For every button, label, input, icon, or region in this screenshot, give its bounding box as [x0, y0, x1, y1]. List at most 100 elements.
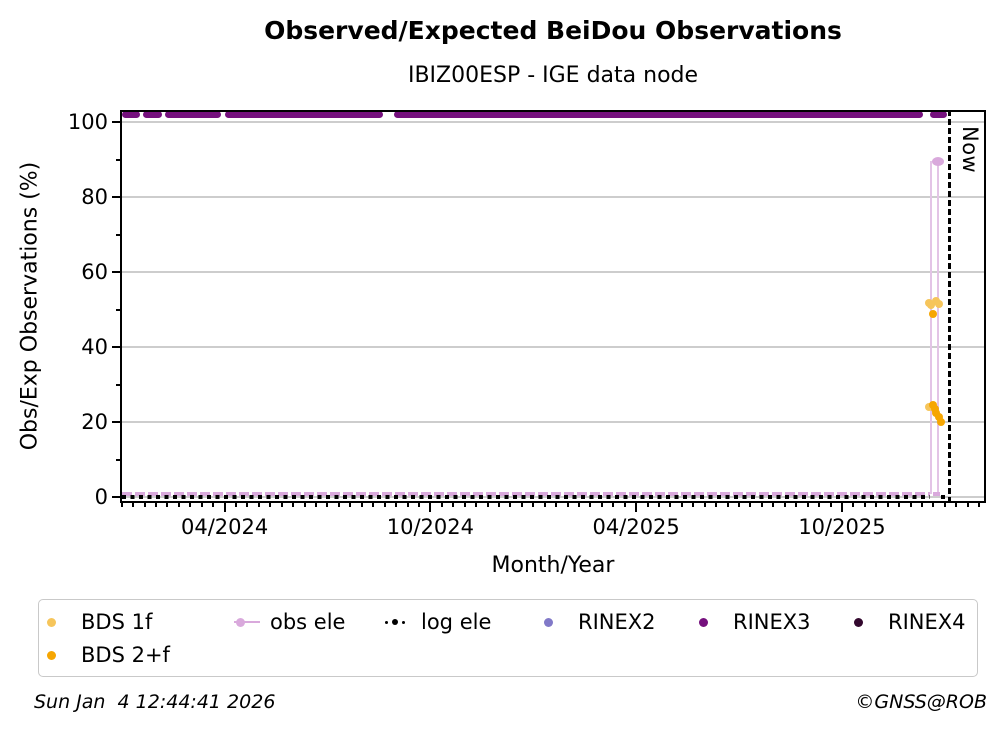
- legend-label: log ele: [421, 610, 492, 634]
- x-minor-tick: [235, 503, 238, 507]
- x-minor-tick: [269, 503, 272, 507]
- y-major-tick: [112, 121, 120, 123]
- y-major-tick: [112, 496, 120, 498]
- legend-item-rinex4: RINEX4: [852, 610, 977, 634]
- x-minor-tick: [738, 503, 741, 507]
- x-minor-tick: [360, 503, 363, 507]
- x-minor-tick: [326, 503, 329, 507]
- x-minor-tick: [829, 503, 832, 507]
- x-minor-tick: [875, 503, 878, 507]
- legend-item-rinex3: RINEX3: [697, 610, 852, 634]
- x-minor-tick: [452, 503, 455, 507]
- legend-label: obs ele: [270, 610, 346, 634]
- x-minor-tick: [726, 503, 729, 507]
- x-minor-tick: [600, 503, 603, 507]
- rinex3-availability-segment: [143, 111, 162, 118]
- dot-legend-marker: [45, 616, 75, 628]
- x-tick-label: 10/2024: [386, 515, 474, 539]
- legend-label: BDS 2+f: [81, 643, 170, 667]
- x-major-tick: [840, 503, 843, 512]
- bds-1f-point: [926, 300, 935, 309]
- x-minor-tick: [646, 503, 649, 507]
- bds-2-f-point: [936, 418, 945, 426]
- x-minor-tick: [246, 503, 249, 507]
- x-minor-tick: [623, 503, 626, 507]
- legend-label: RINEX4: [888, 610, 966, 634]
- x-minor-tick: [543, 503, 546, 507]
- obs-ele-baseline: [933, 492, 940, 496]
- x-minor-tick: [315, 503, 318, 507]
- x-minor-tick: [715, 503, 718, 507]
- legend-label: BDS 1f: [81, 610, 153, 634]
- x-tick-label: 10/2025: [798, 515, 886, 539]
- x-minor-tick: [440, 503, 443, 507]
- legend-item-rinex2: RINEX2: [542, 610, 697, 634]
- x-minor-tick: [566, 503, 569, 507]
- bds-1f-point: [934, 299, 943, 308]
- chart-title: Observed/Expected BeiDou Observations: [264, 16, 842, 45]
- rinex3-availability-segment: [929, 111, 948, 118]
- x-minor-tick: [578, 503, 580, 507]
- x-minor-tick: [177, 503, 180, 507]
- x-minor-tick: [372, 503, 375, 507]
- dot-legend-marker: [542, 616, 572, 628]
- legend-item-log-ele: log ele: [385, 610, 542, 634]
- y-major-tick: [112, 196, 120, 198]
- x-minor-tick: [806, 503, 809, 507]
- gridline: [120, 271, 986, 273]
- x-minor-tick: [212, 503, 215, 507]
- legend-item-bds-2-f: BDS 2+f: [45, 643, 234, 667]
- bds-1f-point: [924, 403, 933, 411]
- x-minor-tick: [132, 503, 135, 507]
- x-minor-tick: [292, 503, 295, 507]
- gridline: [120, 421, 986, 423]
- x-minor-tick: [532, 503, 535, 507]
- y-tick-label: 60: [81, 260, 108, 284]
- x-minor-tick: [966, 503, 969, 507]
- x-minor-tick: [909, 503, 912, 507]
- x-minor-tick: [406, 503, 409, 507]
- x-minor-tick: [772, 503, 775, 507]
- x-major-tick: [223, 503, 226, 512]
- y-minor-tick: [116, 383, 120, 386]
- obs-ele-spike: [929, 161, 932, 494]
- x-axis-label: Month/Year: [491, 553, 615, 578]
- legend: BDS 1f obs ele log ele RINEX2 RINEX3 RINEX4 BD…: [38, 599, 978, 677]
- x-minor-tick: [955, 503, 958, 507]
- legend-label: RINEX3: [733, 610, 811, 634]
- x-minor-tick: [932, 503, 935, 507]
- x-minor-tick: [795, 503, 798, 507]
- x-minor-tick: [852, 503, 855, 507]
- x-minor-tick: [166, 503, 169, 507]
- credit: ©GNSS@ROB: [855, 691, 987, 713]
- now-line: [948, 110, 952, 503]
- rinex3-availability-segment: [121, 111, 140, 118]
- x-minor-tick: [555, 503, 558, 507]
- y-major-tick: [112, 421, 120, 423]
- x-minor-tick: [783, 503, 786, 507]
- dot-legend-marker: [45, 649, 75, 661]
- x-minor-tick: [703, 503, 706, 507]
- x-minor-tick: [863, 503, 866, 507]
- rinex3-availability-segment: [165, 111, 221, 118]
- x-tick-label: 04/2024: [180, 515, 269, 539]
- x-minor-tick: [886, 503, 889, 507]
- x-minor-tick: [155, 503, 157, 507]
- x-minor-tick: [589, 503, 592, 507]
- x-minor-tick: [349, 503, 352, 507]
- bds-2-f-point: [932, 409, 941, 417]
- legend-item-obs-ele: obs ele: [234, 610, 385, 634]
- x-minor-tick: [383, 503, 386, 507]
- legend-item-bds-1f: BDS 1f: [45, 610, 234, 634]
- x-major-tick: [635, 503, 638, 512]
- y-tick-label: 20: [81, 410, 108, 434]
- x-minor-tick: [692, 503, 695, 507]
- obs-ele-baseline: [121, 492, 930, 496]
- x-minor-tick: [509, 503, 512, 507]
- x-minor-tick: [303, 503, 306, 507]
- y-tick-label: 100: [67, 110, 108, 134]
- bds-2-f-point: [931, 404, 940, 413]
- y-major-tick: [112, 346, 120, 348]
- x-minor-tick: [658, 503, 661, 507]
